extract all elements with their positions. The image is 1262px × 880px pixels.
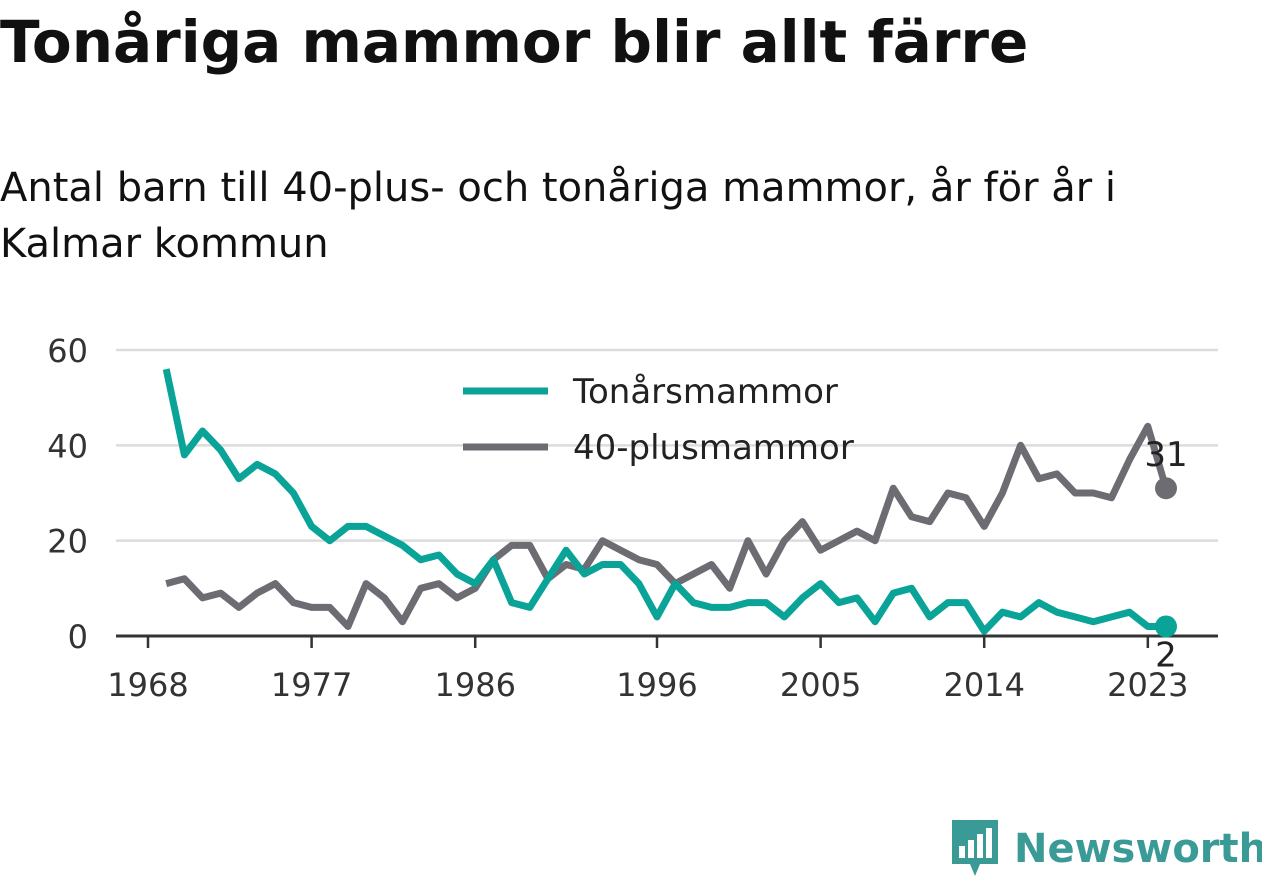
- chart-title: Tonåriga mammor blir allt färre: [0, 8, 1029, 76]
- y-axis: 0 20 40 60: [47, 332, 88, 656]
- end-value-label: 31: [1144, 435, 1187, 475]
- x-tick-label: 2023: [1107, 666, 1188, 704]
- y-tick-label: 60: [47, 332, 88, 370]
- end-labels: 2 31: [1144, 435, 1187, 675]
- x-axis: 1968 1977 1986 1996 2005 2014 2023: [107, 634, 1218, 704]
- series-lines: [162, 368, 1170, 635]
- x-tick-label: 1986: [434, 666, 515, 704]
- y-tick-label: 20: [47, 523, 88, 561]
- x-tick-label: 2014: [943, 666, 1024, 704]
- x-tick-label: 2005: [780, 666, 861, 704]
- series-line-40-plusmammor: [165, 422, 1170, 630]
- x-tick-label: 1977: [271, 666, 352, 704]
- y-tick-label: 40: [47, 427, 88, 465]
- x-tick-label: 1968: [107, 666, 188, 704]
- x-tick-label: 1996: [616, 666, 697, 704]
- newsworthy-logo: Newsworthy: [950, 818, 1262, 880]
- end-point-0: [1155, 615, 1177, 638]
- chart-subtitle: Antal barn till 40-plus- och tonåriga ma…: [0, 165, 1117, 267]
- legend: Tonårsmammor 40-plusmammor: [463, 372, 854, 468]
- end-point-1: [1155, 477, 1177, 500]
- series-line-tonarsmammor: [162, 368, 1166, 635]
- legend-label: Tonårsmammor: [572, 372, 838, 412]
- brand-name: Newsworthy: [1014, 826, 1262, 872]
- legend-label: 40-plusmammor: [573, 428, 854, 468]
- end-value-label: 2: [1155, 635, 1177, 675]
- newsworthy-logo-icon: [952, 820, 998, 876]
- y-tick-label: 0: [68, 618, 88, 656]
- grid-lines: [116, 348, 1218, 542]
